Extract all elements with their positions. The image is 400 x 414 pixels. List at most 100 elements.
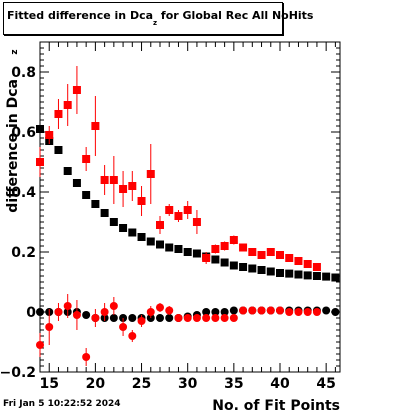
data-point bbox=[82, 191, 91, 199]
data-point bbox=[266, 267, 275, 276]
data-point bbox=[36, 308, 44, 316]
x-tick-label: 15 bbox=[39, 376, 58, 392]
data-point bbox=[146, 170, 155, 178]
data-point bbox=[165, 314, 174, 322]
data-point bbox=[137, 317, 146, 325]
data-point bbox=[82, 311, 91, 319]
data-point bbox=[156, 303, 164, 312]
data-point bbox=[220, 242, 229, 250]
data-point bbox=[294, 270, 303, 279]
data-point bbox=[82, 155, 91, 163]
x-tick-label: 20 bbox=[86, 376, 106, 392]
data-point bbox=[91, 314, 100, 322]
data-point bbox=[312, 308, 321, 316]
y-tick-label: 0 bbox=[26, 305, 36, 321]
data-point bbox=[91, 200, 100, 208]
data-point bbox=[229, 236, 238, 244]
data-point bbox=[100, 176, 109, 184]
data-point bbox=[119, 185, 128, 193]
data-point bbox=[257, 306, 266, 315]
title-prefix: Fitted difference in Dca bbox=[7, 9, 154, 22]
data-point bbox=[211, 255, 220, 264]
data-point bbox=[276, 306, 284, 315]
plot-frame bbox=[39, 41, 341, 373]
data-point bbox=[63, 101, 72, 109]
data-point bbox=[192, 249, 201, 258]
data-point bbox=[229, 306, 238, 315]
data-point bbox=[266, 248, 275, 256]
data-point bbox=[257, 266, 266, 274]
data-point bbox=[285, 254, 294, 262]
data-point bbox=[276, 251, 284, 259]
data-point bbox=[156, 314, 164, 322]
data-point bbox=[91, 122, 100, 130]
y-axis-label-superscript: z bbox=[10, 49, 20, 54]
y-tick-label: 0.8 bbox=[11, 65, 36, 81]
data-point bbox=[165, 206, 174, 214]
data-point bbox=[183, 248, 192, 256]
data-point bbox=[100, 308, 109, 316]
data-point bbox=[220, 258, 229, 267]
data-point bbox=[248, 264, 257, 273]
data-point bbox=[109, 302, 118, 310]
x-tick-label: 25 bbox=[132, 376, 151, 392]
data-point bbox=[156, 240, 164, 249]
data-point bbox=[146, 237, 155, 246]
data-point bbox=[257, 251, 266, 259]
title-subscript: z bbox=[153, 19, 158, 27]
data-point bbox=[183, 206, 192, 214]
data-point bbox=[72, 311, 81, 319]
data-point bbox=[202, 254, 211, 262]
data-point bbox=[211, 314, 220, 322]
data-point bbox=[239, 243, 248, 252]
data-point bbox=[248, 306, 257, 315]
data-point bbox=[128, 314, 137, 322]
data-point bbox=[239, 263, 248, 271]
data-point bbox=[128, 332, 137, 340]
data-point bbox=[294, 257, 303, 265]
data-point bbox=[54, 308, 63, 316]
data-point bbox=[109, 176, 118, 184]
data-point bbox=[45, 323, 54, 331]
x-tick-label: 45 bbox=[316, 376, 335, 392]
data-point bbox=[72, 86, 81, 94]
x-axis-label: No. of Fit Points bbox=[212, 398, 340, 414]
data-point bbox=[220, 308, 229, 316]
x-tick-label: 35 bbox=[224, 376, 243, 392]
timestamp: Fri Jan 5 10:22:52 2024 bbox=[3, 399, 121, 409]
data-point bbox=[72, 179, 81, 187]
data-point bbox=[211, 245, 220, 253]
data-point bbox=[137, 197, 146, 205]
data-point bbox=[109, 314, 118, 322]
data-point bbox=[229, 314, 238, 322]
data-point bbox=[109, 218, 118, 226]
data-point bbox=[276, 269, 284, 277]
data-point bbox=[303, 271, 312, 280]
data-point bbox=[119, 224, 128, 232]
data-point bbox=[266, 306, 275, 315]
data-point bbox=[294, 308, 303, 316]
data-point bbox=[285, 308, 294, 316]
data-point bbox=[312, 263, 321, 271]
data-point bbox=[211, 308, 220, 316]
y-tick-label: 0.6 bbox=[11, 125, 36, 141]
data-point bbox=[54, 146, 63, 154]
data-point bbox=[220, 314, 229, 322]
data-point bbox=[312, 272, 321, 280]
data-point bbox=[183, 314, 192, 322]
x-tick-label: 30 bbox=[178, 376, 198, 392]
data-point bbox=[36, 341, 44, 349]
data-point bbox=[63, 167, 72, 175]
data-point bbox=[54, 110, 63, 118]
data-point bbox=[248, 248, 257, 256]
data-point bbox=[119, 323, 128, 331]
data-point bbox=[174, 245, 183, 253]
data-point bbox=[303, 260, 312, 268]
data-point bbox=[303, 308, 312, 316]
y-tick-label: 0.4 bbox=[11, 185, 36, 201]
y-tick-label: −0.2 bbox=[0, 365, 36, 381]
data-point bbox=[331, 273, 340, 282]
data-point bbox=[285, 269, 294, 278]
data-point bbox=[239, 306, 248, 315]
data-point bbox=[202, 308, 211, 316]
